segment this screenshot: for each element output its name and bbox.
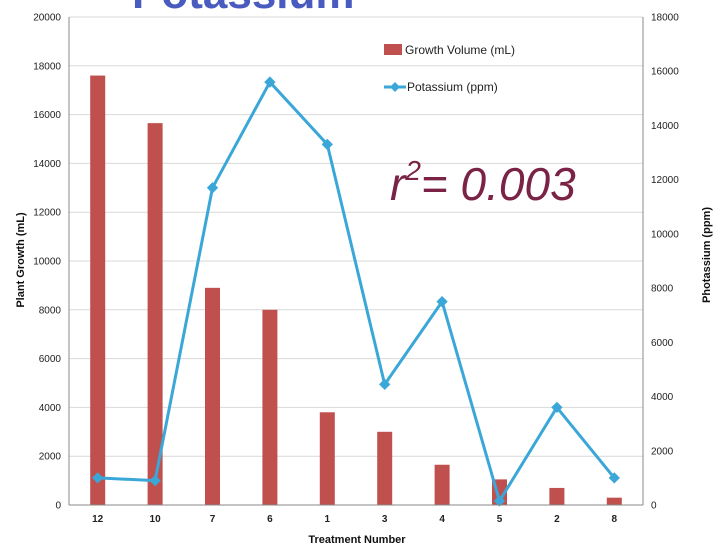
bar bbox=[90, 75, 106, 505]
left-tick-label: 20000 bbox=[33, 13, 61, 24]
left-tick-label: 18000 bbox=[33, 61, 61, 72]
x-tick-label: 3 bbox=[382, 514, 388, 525]
left-tick-label: 12000 bbox=[33, 208, 61, 219]
x-tick-label: 7 bbox=[210, 514, 216, 525]
bar bbox=[549, 487, 565, 505]
legend-bar-label: Growth Volume (mL) bbox=[405, 43, 515, 57]
r-value: = 0.003 bbox=[421, 158, 576, 210]
r-symbol: r bbox=[390, 158, 407, 210]
x-tick-label: 8 bbox=[612, 514, 618, 525]
legend-bar-swatch bbox=[384, 44, 402, 55]
r-superscript: 2 bbox=[404, 155, 421, 186]
slide-title: Potassium bbox=[132, 0, 355, 18]
right-tick-label: 18000 bbox=[651, 13, 679, 24]
right-tick-label: 0 bbox=[651, 501, 657, 512]
x-tick-label: 5 bbox=[497, 514, 503, 525]
right-axis-ticks: 0 2000 4000 6000 8000 10000 12000 14000 16000 180… bbox=[651, 13, 679, 512]
legend-line-label: Potassium (ppm) bbox=[407, 80, 498, 94]
bar bbox=[319, 412, 335, 505]
line-path bbox=[97, 80, 616, 503]
bar bbox=[606, 497, 622, 505]
x-tick-label: 4 bbox=[439, 514, 445, 525]
line-point bbox=[206, 182, 219, 194]
x-tick-label: 6 bbox=[267, 514, 273, 525]
bar bbox=[434, 464, 450, 505]
r-squared-annotation: r2= 0.003 bbox=[390, 155, 576, 210]
line-point bbox=[149, 474, 161, 487]
left-tick-label: 16000 bbox=[33, 110, 61, 121]
legend: Growth Volume (mL) Potassium (ppm) bbox=[384, 43, 515, 94]
x-tick-label: 1 bbox=[325, 514, 331, 525]
x-tick-label: 2 bbox=[554, 514, 560, 525]
left-tick-label: 4000 bbox=[39, 403, 62, 414]
bar bbox=[262, 309, 278, 505]
left-tick-label: 6000 bbox=[39, 354, 62, 365]
left-tick-label: 2000 bbox=[39, 452, 62, 463]
right-tick-label: 12000 bbox=[651, 175, 679, 186]
y-axis-label: Plant Growth (mL) bbox=[15, 212, 27, 308]
x-tick-label: 10 bbox=[150, 514, 162, 525]
right-tick-label: 8000 bbox=[651, 284, 674, 295]
right-tick-label: 10000 bbox=[651, 229, 679, 240]
line-point bbox=[608, 472, 620, 484]
x-axis-label: Treatment Number bbox=[308, 534, 406, 546]
bar-series bbox=[90, 75, 622, 505]
bar bbox=[377, 431, 393, 505]
axes bbox=[68, 17, 644, 506]
left-tick-label: 10000 bbox=[33, 257, 61, 268]
line-point bbox=[493, 495, 506, 507]
left-axis-ticks: 0 2000 4000 6000 8000 10000 12000 14000 16000 180… bbox=[33, 13, 61, 512]
line-point bbox=[379, 378, 391, 391]
left-tick-label: 14000 bbox=[33, 159, 61, 170]
x-axis-ticks: 12 10 7 6 1 3 4 5 2 8 bbox=[92, 514, 617, 525]
right-tick-label: 4000 bbox=[651, 392, 674, 403]
line-point bbox=[436, 296, 448, 308]
right-tick-label: 14000 bbox=[651, 121, 679, 132]
line-series bbox=[92, 76, 620, 507]
line-point bbox=[321, 138, 333, 151]
right-tick-label: 2000 bbox=[651, 446, 674, 457]
y2-axis-label: Photassium (ppm) bbox=[701, 207, 713, 303]
left-tick-label: 0 bbox=[55, 501, 61, 512]
line-point bbox=[551, 401, 563, 414]
right-tick-label: 6000 bbox=[651, 338, 674, 349]
right-tick-label: 16000 bbox=[651, 67, 679, 78]
left-tick-label: 8000 bbox=[39, 305, 62, 316]
bar bbox=[147, 123, 163, 505]
bar bbox=[205, 287, 220, 505]
legend-line-marker bbox=[390, 82, 400, 92]
x-tick-label: 12 bbox=[92, 514, 104, 525]
